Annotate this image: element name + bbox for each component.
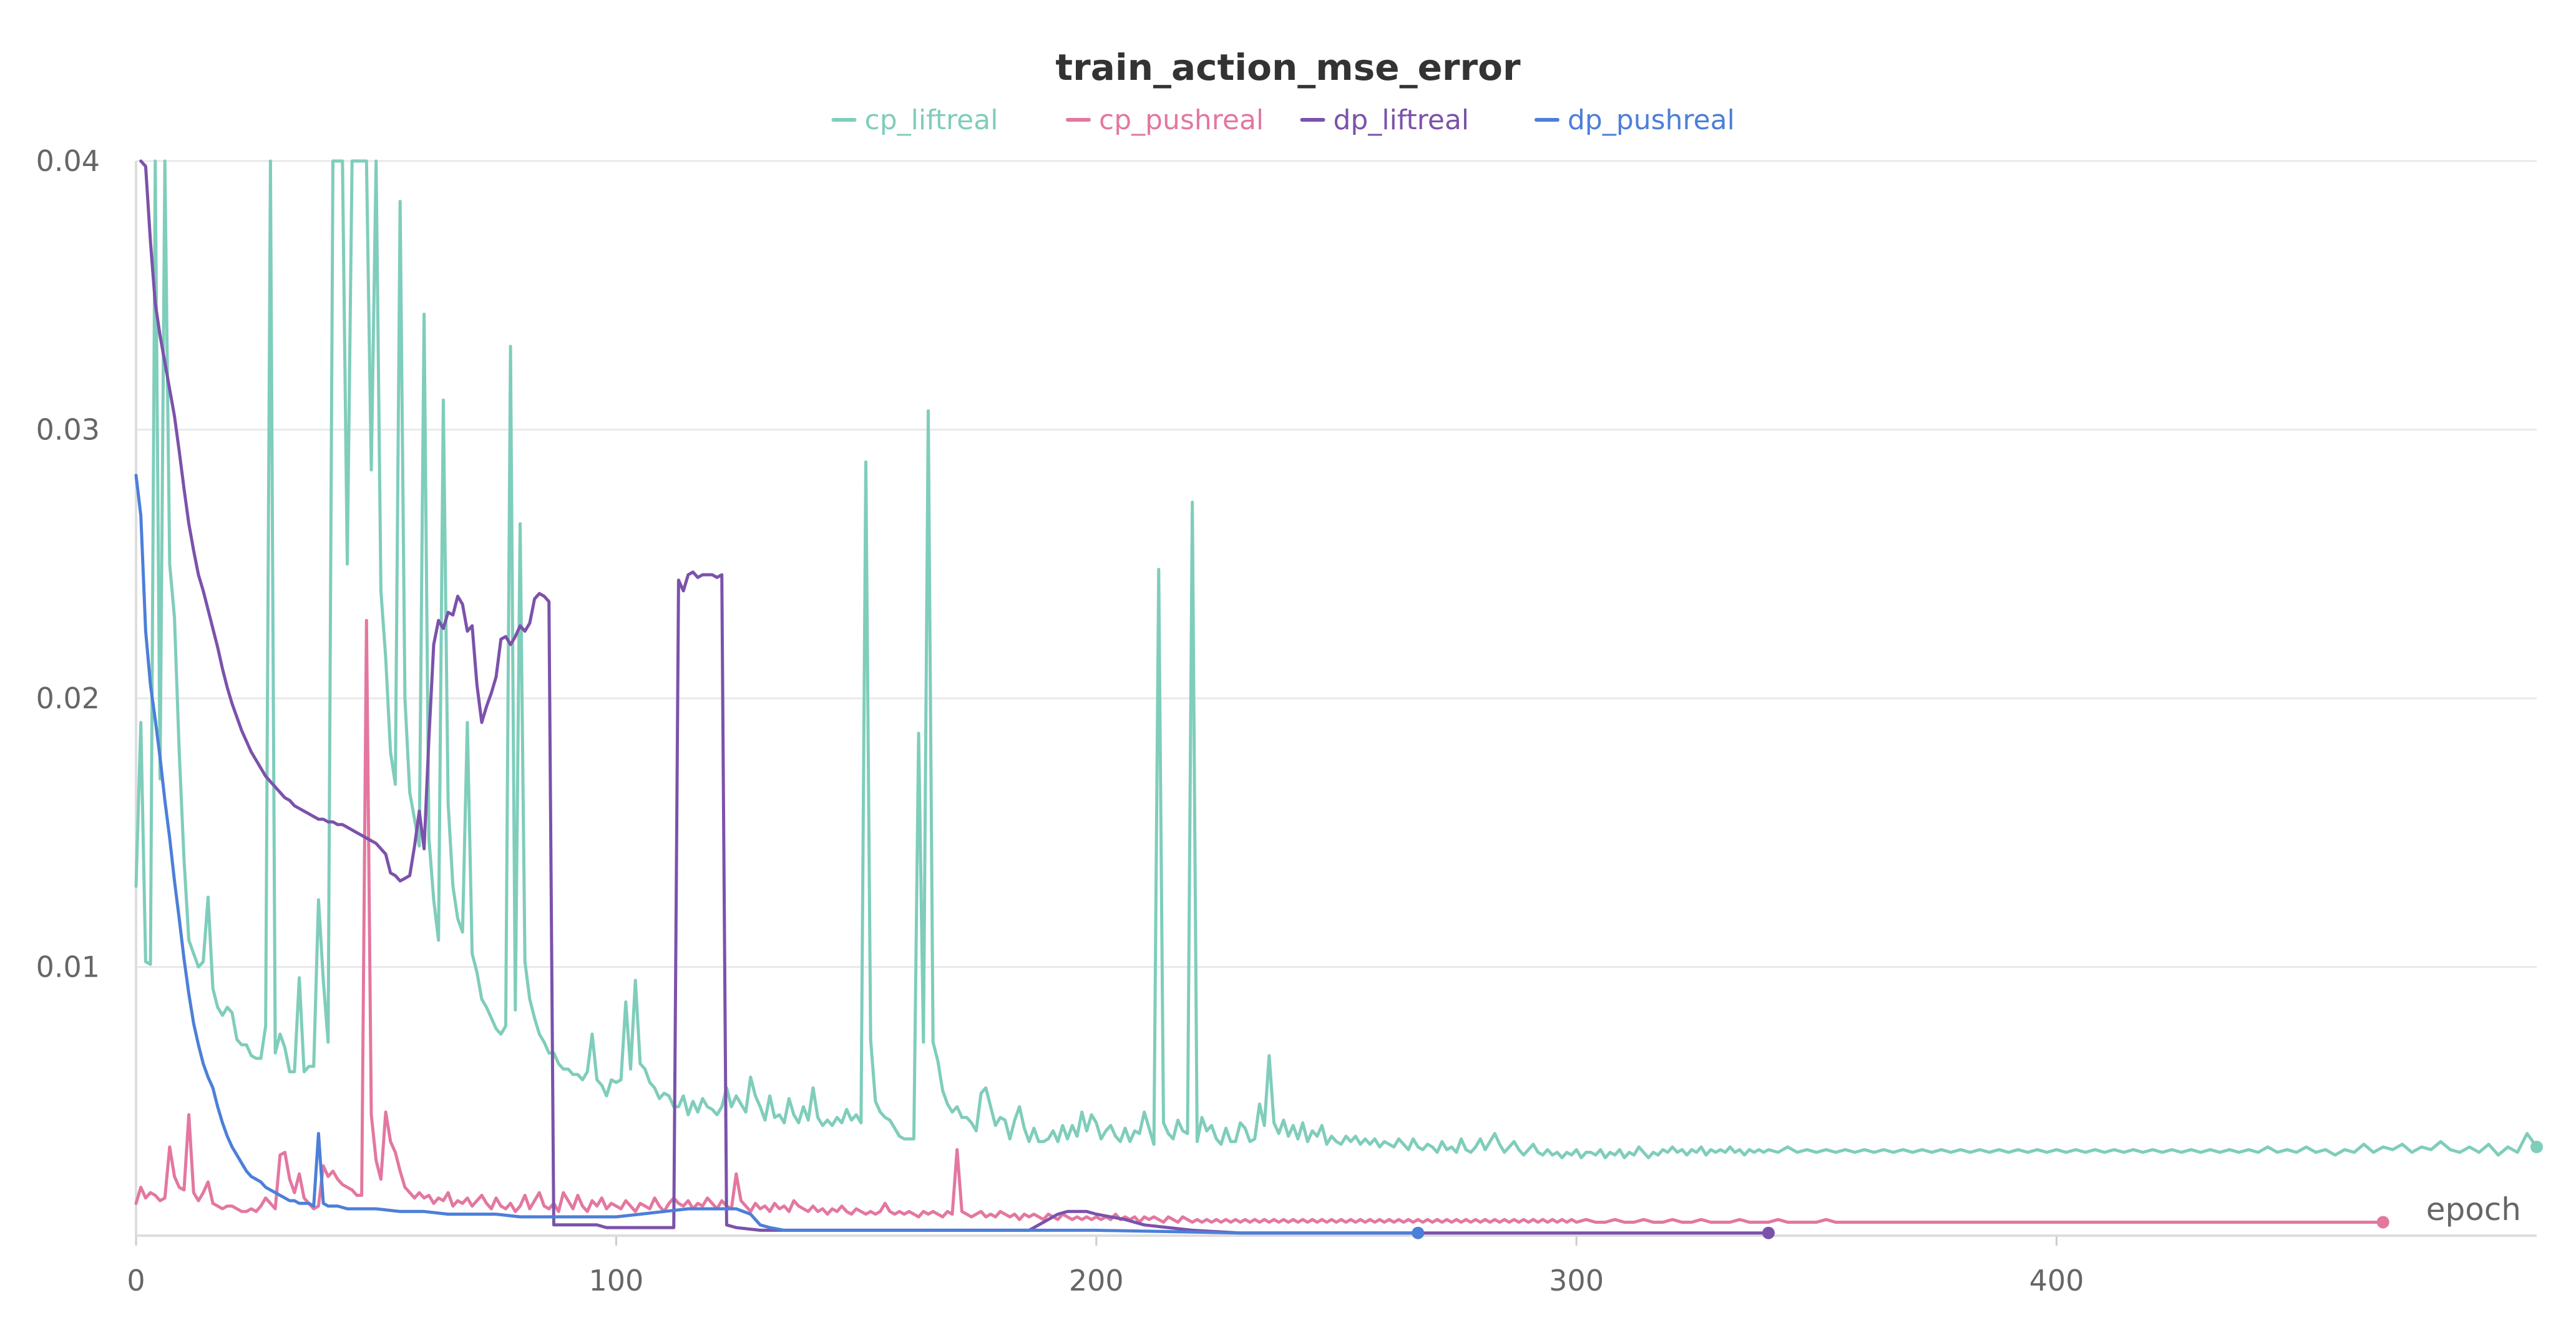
legend-label: dp_liftreal — [1334, 104, 1470, 136]
y-tick-label: 0.03 — [36, 413, 100, 447]
x-tick-label: 0 — [127, 1264, 145, 1297]
x-tick-label: 200 — [1069, 1264, 1124, 1297]
y-tick-label: 0.04 — [36, 144, 100, 178]
legend-label: dp_pushreal — [1568, 104, 1735, 136]
legend-item-cp_pushreal: cp_pushreal — [1066, 104, 1264, 136]
end-marker-dp_liftreal — [1762, 1226, 1775, 1239]
x-tick-label: 300 — [1549, 1264, 1604, 1297]
series-line-dp_liftreal — [139, 159, 1770, 1235]
legend-item-dp_liftreal: dp_liftreal — [1300, 104, 1470, 136]
x-tick-label: 100 — [588, 1264, 643, 1297]
series-line-dp_pushreal — [134, 474, 1420, 1235]
legend-item-dp_pushreal: dp_pushreal — [1534, 104, 1735, 136]
legend-label: cp_liftreal — [865, 104, 998, 136]
y-tick-label: 0.01 — [36, 950, 100, 984]
legend-label: cp_pushreal — [1099, 104, 1264, 136]
x-axis-label: epoch — [2426, 1191, 2521, 1228]
axes — [135, 161, 2537, 1237]
y-axis-ticks: 0.01 0.02 0.03 0.04 — [36, 144, 100, 984]
x-axis-ticks: 0 100 200 300 400 — [127, 1236, 2084, 1297]
end-marker-dp_pushreal — [1412, 1226, 1425, 1239]
series-lines — [134, 159, 2539, 1235]
legend-item-cp_liftreal: cp_liftreal — [831, 104, 998, 136]
legend: cp_liftreal cp_pushreal dp_liftreal dp_push… — [831, 104, 1735, 136]
gridlines — [136, 160, 2537, 968]
end-marker-cp_pushreal — [2376, 1216, 2389, 1229]
chart-title: train_action_mse_error — [1055, 46, 1521, 89]
series-line-cp_liftreal — [134, 159, 2539, 1160]
end-markers — [1412, 1140, 2543, 1239]
series-line-cp_pushreal — [134, 618, 2385, 1224]
y-tick-label: 0.02 — [36, 681, 100, 715]
x-tick-label: 400 — [2029, 1264, 2084, 1297]
end-marker-cp_liftreal — [2530, 1140, 2543, 1153]
